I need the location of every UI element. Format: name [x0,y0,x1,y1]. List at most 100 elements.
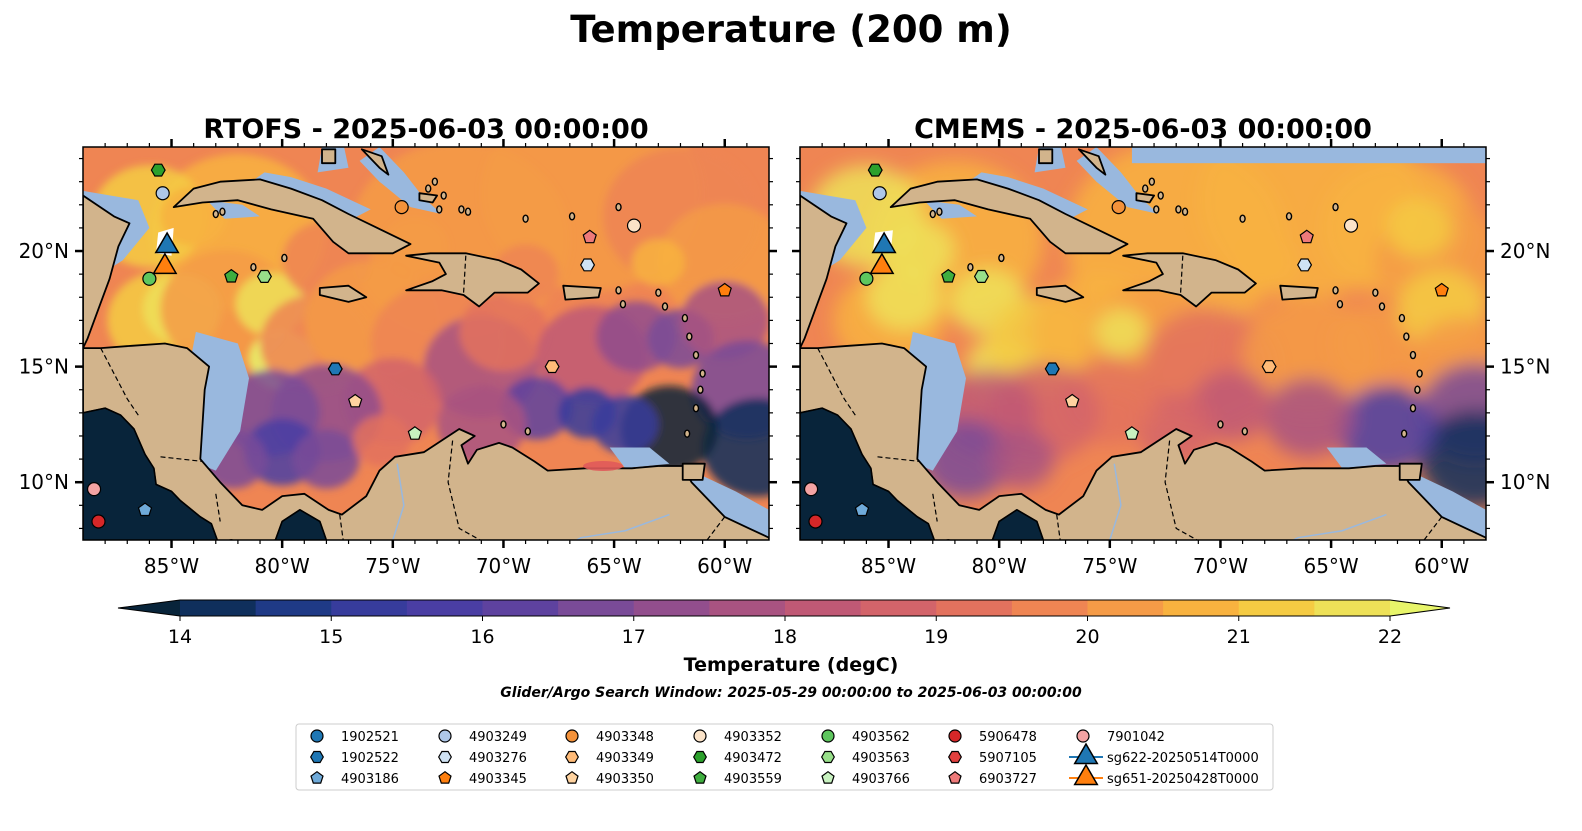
y-tick-label: 10°N [1500,470,1550,494]
legend: 1902521 1902522 4903186 4903249 4903276 49033… [295,723,1274,791]
island [431,177,439,186]
shelf-area [609,447,670,469]
shelf-area [684,470,769,540]
colorbar-tick-label: 21 [1227,626,1251,648]
land-jam [318,284,368,303]
legend-marker-4903563 [821,750,835,764]
island [212,209,219,219]
landmasses [83,148,769,540]
small-islands [212,177,706,438]
island [1181,207,1189,216]
island [522,214,529,223]
colorbar-tick-label: 20 [1075,626,1099,648]
legend-item: 4903276 [438,750,527,766]
island [692,350,700,360]
marker-5906478 [91,514,106,529]
land-baha1 [360,148,390,176]
legend-marker-4903562 [821,729,835,743]
colorbar-tick-label: 15 [319,626,343,648]
marker-4903348 [1111,200,1126,215]
colorbar-band [860,600,937,616]
marker-4903276 [1297,258,1313,272]
island [1378,302,1386,311]
legend-marker-6903727 [948,770,962,784]
colorbar-band [936,600,1013,616]
legend-item: 4903350 [565,770,654,787]
map-area [800,147,1486,540]
legend-label: sg622-20250514T0000 [1107,751,1259,766]
float-markers [86,163,732,529]
marker-4903345 [717,282,732,297]
legend-label: 4903350 [596,772,654,787]
legend-label: 4903563 [852,751,910,766]
legend-label: 4903276 [469,751,527,766]
lake-temperature-patch [583,461,624,472]
marker-4903472 [867,163,883,177]
country-border [932,493,938,522]
land-andros [321,148,337,165]
rtofs-map-panel: 85°W 80°W 75°W 70°W 65°W 60°W 20°N 15°N 10°N RTOF… [19,114,777,578]
land-baha2 [1135,192,1155,204]
temperature-contour [866,263,942,331]
marker-sg622-20250514T0000 [154,231,180,254]
island [686,332,693,341]
river [392,463,405,540]
colorbar-tick-label: 22 [1378,626,1402,648]
river [1109,463,1122,540]
legend-item: 4903249 [438,729,527,745]
island [1409,404,1417,413]
land-yuc [83,194,131,349]
colorbar-band [482,600,559,616]
island [929,209,936,219]
marker-sg651-20250428T0000 [152,252,178,275]
marker-4903350 [347,393,363,408]
colorbar-band [1011,600,1089,616]
no-data-region [1131,147,1486,164]
island [655,288,662,297]
marker-4903349 [1261,360,1277,374]
legend-label: 4903186 [341,772,399,787]
legend-marker-sg651-20250428T0000 [1073,763,1099,786]
marker-4903352 [626,218,642,233]
island [458,205,465,214]
legend-label: 5907105 [979,751,1037,766]
legend-marker-4903766 [821,770,835,784]
island [464,207,472,216]
land-cuba [889,178,1129,255]
marker-4903766 [407,426,423,440]
cmems-panel-title: CMEMS - 2025-06-03 00:00:00 [914,114,1372,145]
land-andros [1038,148,1054,165]
island [1241,427,1248,436]
colorbar-tick-label: 16 [470,626,494,648]
island [1398,313,1406,323]
island [281,253,288,263]
marker-4903559 [224,268,239,283]
legend-item: 7901042 [1076,729,1165,745]
legend-label: 4903349 [596,751,654,766]
legend-item: 4903559 [693,770,782,787]
island [1148,177,1156,186]
land-baha2 [418,192,438,204]
legend-label: 4903766 [852,772,910,787]
temperature-contour [1386,198,1453,258]
island [1217,420,1224,429]
colorbar-extend-high [1390,600,1450,616]
temperature-contour [1331,304,1420,383]
island [967,263,974,272]
legend-item: 5907105 [948,750,1037,766]
island [1414,385,1421,394]
marker-4903472 [150,163,166,177]
y-tick-label: 10°N [19,470,69,494]
island [1336,299,1344,309]
colorbar-tick-label: 19 [924,626,948,648]
marker-4903249 [155,186,170,201]
legend-marker-4903350 [565,770,579,784]
island [615,202,622,212]
legend-label: 6903727 [979,772,1037,787]
island [1175,205,1182,214]
marker-1902522 [1044,362,1060,376]
temperature-contour [1419,409,1486,509]
legend-item: 4903345 [438,770,527,787]
shelf-area [1326,447,1387,469]
